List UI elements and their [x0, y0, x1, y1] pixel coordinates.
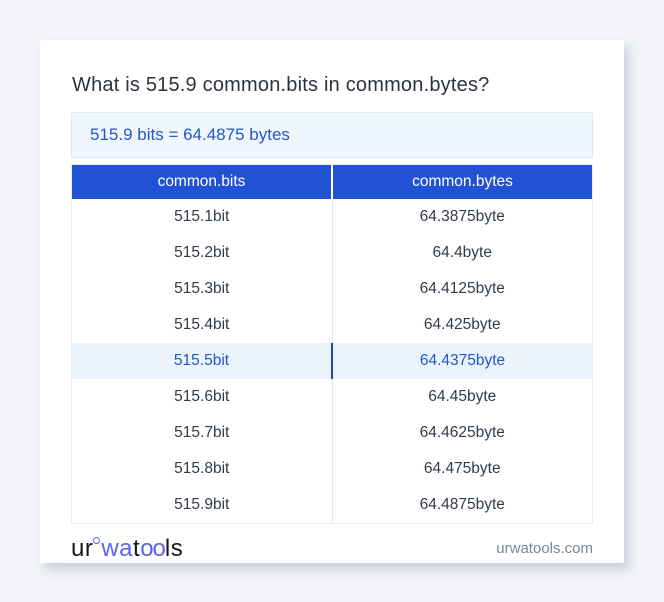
- page-title: What is 515.9 common.bits in common.byte…: [72, 74, 490, 96]
- card-footer: ur watools urwatools.com: [71, 532, 593, 565]
- column-header-bits: common.bits: [71, 164, 332, 199]
- logo-text-wa: wa: [101, 534, 134, 562]
- table-row: 515.3bit 64.4125byte: [71, 271, 593, 307]
- footer-site-url: urwatools.com: [496, 540, 593, 557]
- conversion-table-body: 515.1bit 64.3875byte 515.2bit 64.4byte 5…: [71, 199, 593, 524]
- table-row: 515.2bit 64.4byte: [71, 235, 593, 271]
- bits-cell: 515.7bit: [71, 415, 333, 451]
- conversion-table: common.bits common.bytes 515.1bit 64.387…: [71, 164, 593, 524]
- table-row: 515.1bit 64.3875byte: [71, 199, 593, 235]
- logo-text-oo: oo: [140, 534, 166, 562]
- conversion-result-box: 515.9 bits = 64.4875 bytes: [71, 112, 593, 158]
- table-row: 515.7bit 64.4625byte: [71, 415, 593, 451]
- bytes-cell: 64.4875byte: [419, 496, 505, 513]
- table-row: 515.8bit 64.475byte: [71, 451, 593, 487]
- bits-cell: 515.1bit: [71, 199, 333, 235]
- bytes-cell: 64.4125byte: [419, 280, 505, 297]
- logo-text-t: t: [133, 534, 141, 562]
- bits-cell: 515.4bit: [71, 307, 333, 343]
- table-row: 515.9bit 64.4875byte: [71, 487, 593, 524]
- logo-text-ls: ls: [164, 534, 184, 562]
- bits-cell: 515.5bit: [71, 343, 333, 379]
- bytes-cell: 64.4375byte: [332, 343, 593, 379]
- bytes-cell: 64.45byte: [428, 388, 497, 405]
- logo-ring-icon: [93, 536, 101, 544]
- bits-cell: 515.9bit: [71, 487, 333, 524]
- bits-cell: 515.6bit: [71, 379, 333, 415]
- column-header-bytes: common.bytes: [331, 164, 593, 199]
- table-header-row: common.bits common.bytes: [71, 164, 593, 199]
- bytes-cell: 64.4byte: [432, 244, 492, 261]
- bits-cell: 515.3bit: [71, 271, 333, 307]
- logo-text-ur: ur: [71, 534, 94, 562]
- conversion-result-text: 515.9 bits = 64.4875 bytes: [90, 125, 290, 144]
- bytes-cell: 64.475byte: [423, 460, 501, 477]
- table-row: 515.5bit 64.4375byte: [71, 343, 593, 379]
- table-row: 515.6bit 64.45byte: [71, 379, 593, 415]
- bits-cell: 515.8bit: [71, 451, 333, 487]
- bits-cell: 515.2bit: [71, 235, 333, 271]
- bytes-cell: 64.3875byte: [419, 208, 505, 225]
- urwatools-logo[interactable]: ur watools: [71, 535, 183, 563]
- converter-card: What is 515.9 common.bits in common.byte…: [40, 40, 624, 563]
- bytes-cell: 64.4625byte: [419, 424, 505, 441]
- bytes-cell: 64.425byte: [423, 316, 501, 333]
- table-row: 515.4bit 64.425byte: [71, 307, 593, 343]
